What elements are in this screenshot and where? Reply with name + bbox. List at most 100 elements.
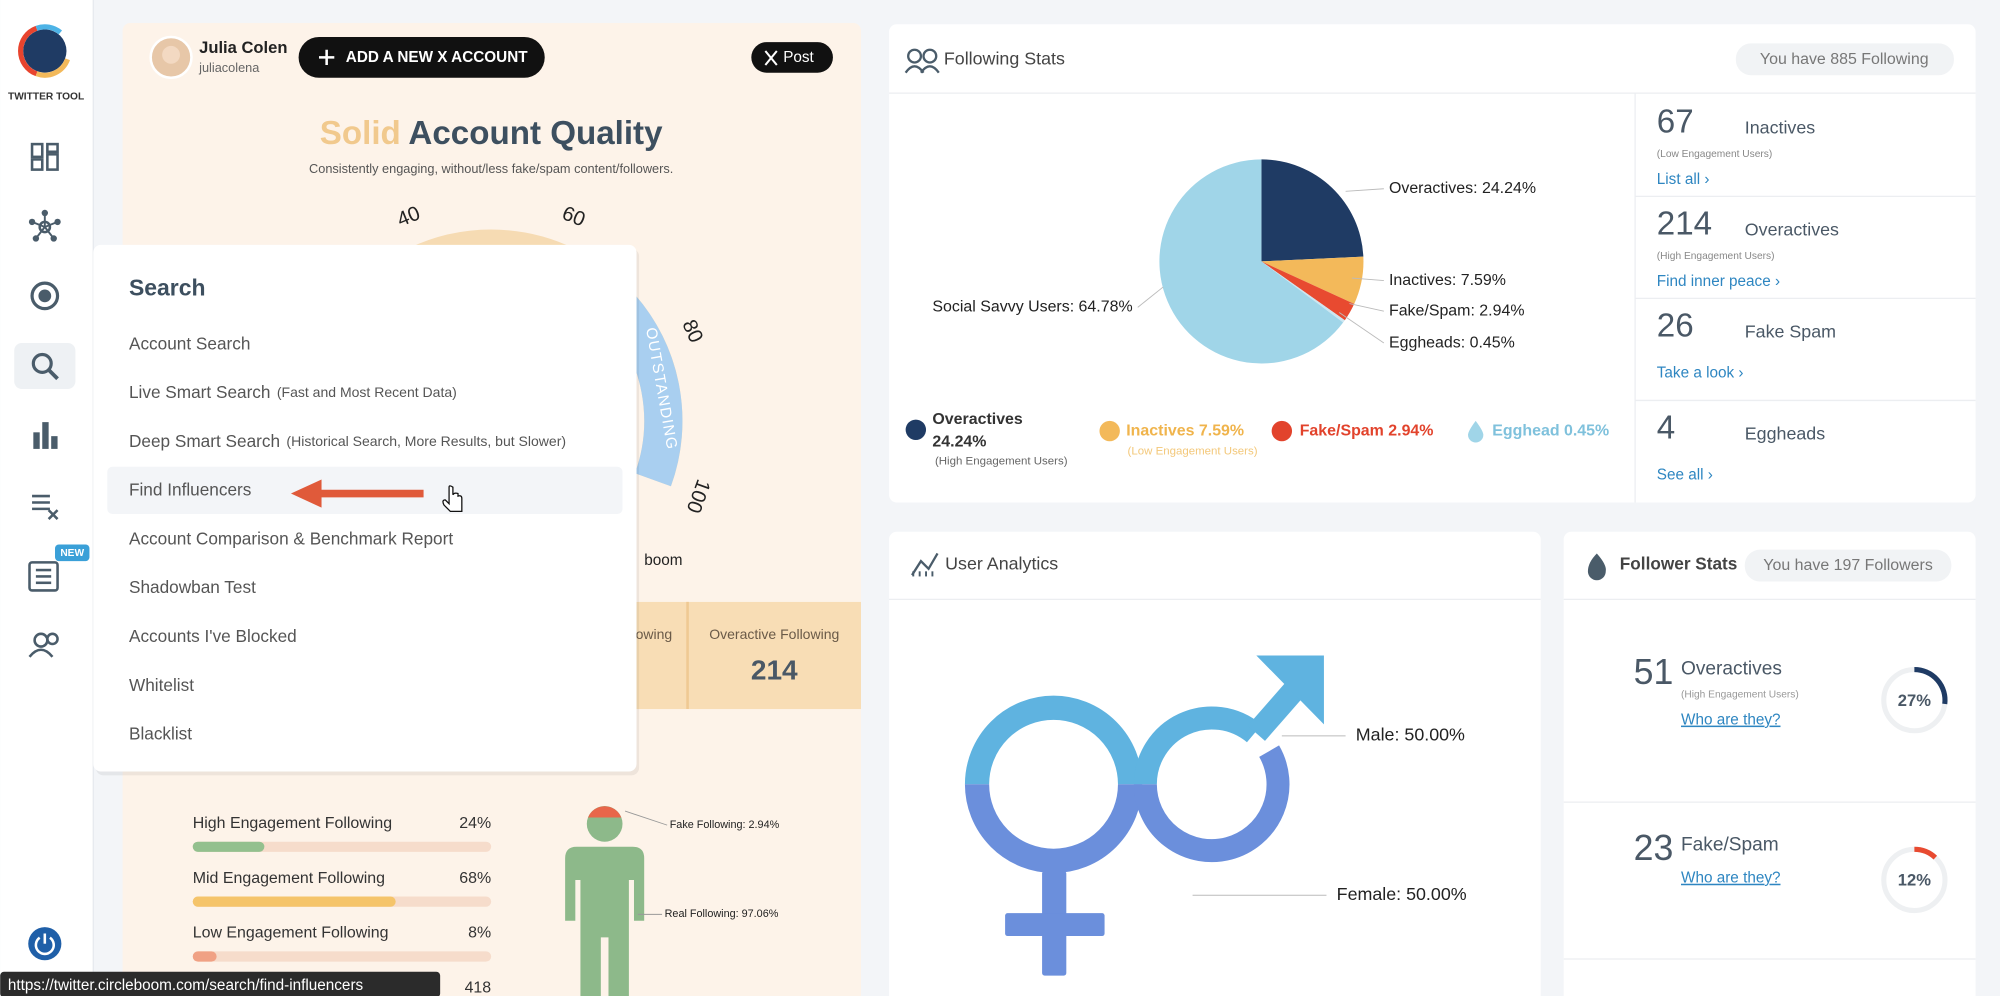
cursor (442, 485, 463, 513)
menu-item-label[interactable]: Account Comparison & Benchmark Report (129, 528, 453, 548)
donut-arc (1914, 666, 1948, 705)
icon-part (46, 142, 59, 154)
summary-label: owing (636, 626, 673, 642)
figure-label: Fake Following: 2.94% (670, 819, 780, 831)
power-icon (34, 936, 55, 956)
arrow-head (290, 479, 322, 508)
stat-link[interactable]: List all › (1657, 171, 1710, 188)
follower-pill (1744, 549, 1952, 582)
stat-count: 26 (1657, 307, 1694, 344)
icon-part (30, 281, 60, 311)
icon-part (51, 436, 58, 449)
icon-part (30, 158, 44, 171)
nav-icon[interactable] (28, 209, 61, 242)
menu-item[interactable]: Account Search (129, 333, 250, 353)
legend-title: Egghead 0.45% (1492, 422, 1609, 439)
menu-item-note[interactable]: (Fast and Most Recent Data) (277, 384, 457, 400)
menu-item[interactable]: Accounts I've Blocked (129, 626, 297, 646)
nav-icon[interactable] (31, 352, 59, 381)
icon-part (32, 235, 40, 242)
female-cross (1005, 913, 1105, 937)
menu-item[interactable]: Shadowban Test (129, 577, 256, 597)
icon-part (41, 209, 48, 217)
male-ring (1133, 706, 1262, 785)
nav-icon[interactable] (33, 422, 58, 449)
icon-part (28, 648, 54, 658)
stat-count: 4 (1657, 410, 1675, 447)
stat-label: Inactives (1745, 118, 1815, 138)
menu-item[interactable]: Deep Smart Search (Historical Search, Mor… (129, 430, 566, 450)
pie-leader (1349, 303, 1384, 312)
bar-track (192, 841, 492, 852)
add-account-label[interactable]: ADD A NEW X ACCOUNT (346, 49, 529, 66)
nav-icon[interactable] (28, 632, 59, 658)
stat-link[interactable]: Find inner peace › (1657, 273, 1780, 290)
bar-name: High Engagement Following (193, 815, 392, 832)
panel-icon (907, 48, 923, 64)
account-name: Julia Colen (199, 38, 287, 57)
legend-title: Overactives (932, 411, 1023, 428)
post-label[interactable]: Post (783, 49, 814, 66)
legend-icon (1099, 420, 1120, 442)
footer-value: 418 (465, 980, 492, 996)
new-badge-text: NEW (60, 548, 84, 559)
menu-item-note[interactable]: (Historical Search, More Results, but Sl… (286, 433, 566, 449)
nav-icon[interactable] (28, 561, 59, 592)
stat-label: Overactives (1745, 220, 1839, 240)
icon-part (28, 218, 36, 226)
nav-icon[interactable] (30, 142, 59, 171)
icon-part (33, 432, 40, 449)
new-badge (55, 544, 90, 562)
menu-item[interactable]: Blacklist (129, 723, 192, 743)
logo-ring (35, 24, 63, 35)
panel-icon (904, 65, 940, 74)
panel-icon (911, 552, 939, 576)
menu-item[interactable]: Account Comparison & Benchmark Report (129, 528, 453, 548)
menu-item-label[interactable]: Account Search (129, 333, 250, 353)
figure-head-fake (588, 806, 622, 818)
nav-icon[interactable] (32, 494, 59, 520)
stat-count: 67 (1657, 103, 1694, 140)
quality-subtitle: Consistently engaging, without/less fake… (309, 161, 673, 176)
menu-item[interactable]: Live Smart Search (Fast and Most Recent D… (129, 382, 457, 402)
bar-fill (192, 951, 217, 962)
nav-icon[interactable] (30, 281, 60, 311)
add-account-button[interactable] (298, 36, 545, 78)
pie-label: Overactives: 24.24% (1389, 180, 1536, 197)
bar-fill (192, 841, 265, 852)
menu-item-label[interactable]: Live Smart Search (129, 382, 271, 402)
bar-percent: 68% (459, 870, 491, 887)
post-button[interactable] (751, 42, 833, 73)
pill-text: You have 885 Following (1760, 51, 1929, 68)
stat-link[interactable]: See all › (1657, 467, 1713, 484)
figure-label: Real Following: 97.06% (665, 908, 779, 920)
menu-item-label[interactable]: Whitelist (129, 674, 194, 694)
bar-percent: 24% (459, 815, 491, 832)
menu-item[interactable]: Find Influencers (129, 479, 251, 499)
female-ring (964, 695, 1143, 785)
follower-count: 23 (1634, 828, 1674, 868)
pill-text: You have 197 Followers (1763, 557, 1933, 574)
following-pill (1735, 43, 1954, 76)
menu-item-label[interactable]: Blacklist (129, 723, 192, 743)
gauge-caption: boom (644, 552, 682, 569)
menu-item-label[interactable]: Accounts I've Blocked (129, 626, 297, 646)
panel-title: Follower Stats (1620, 553, 1738, 573)
legend-note: (Low Engagement Users) (1128, 445, 1258, 457)
icon-part (47, 368, 59, 381)
quality-title-rest: Account Quality (408, 115, 663, 152)
gender-label: Female: 50.00% (1337, 884, 1467, 904)
menu-item-label[interactable]: Deep Smart Search (129, 430, 280, 450)
menu-item-label[interactable]: Find Influencers (129, 479, 251, 499)
menu-item-label[interactable]: Shadowban Test (129, 577, 256, 597)
stat-link[interactable]: Take a look › (1657, 365, 1744, 382)
menu-item[interactable]: Whitelist (129, 674, 194, 694)
leader (624, 810, 668, 826)
follower-label: Fake/Spam (1681, 835, 1779, 856)
follower-link[interactable]: Who are they? (1681, 870, 1780, 887)
pie-label: Fake/Spam: 2.94% (1389, 302, 1525, 319)
follower-link[interactable]: Who are they? (1681, 712, 1780, 729)
bar-fill (192, 896, 396, 907)
bar-name: Low Engagement Following (193, 925, 389, 942)
plus-icon (318, 49, 335, 66)
